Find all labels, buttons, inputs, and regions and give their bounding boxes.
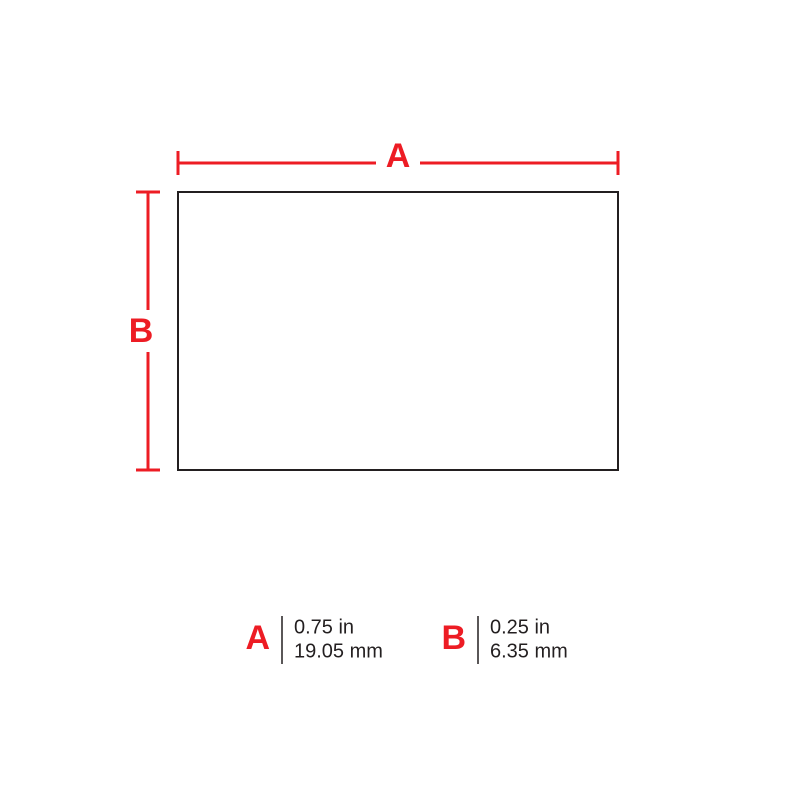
label-rectangle xyxy=(178,192,618,470)
dim-a-label: A xyxy=(386,137,411,175)
dimension-diagram: A B A 0.75 in 19.05 mm B 0.25 in 6.35 mm xyxy=(0,0,800,800)
legend-a-inches: 0.75 in xyxy=(294,616,354,638)
legend-b-mm: 6.35 mm xyxy=(490,640,568,662)
legend-b: B 0.25 in 6.35 mm xyxy=(441,616,567,664)
legend-a-letter: A xyxy=(245,619,270,657)
legend-b-inches: 0.25 in xyxy=(490,616,550,638)
legend-b-letter: B xyxy=(441,619,466,657)
legend-a-mm: 19.05 mm xyxy=(294,640,383,662)
legend-a: A 0.75 in 19.05 mm xyxy=(245,616,383,664)
dim-b-label: B xyxy=(129,312,154,350)
